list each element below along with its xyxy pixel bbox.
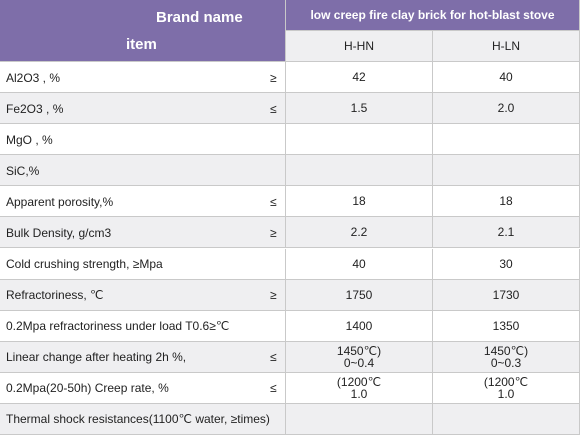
value-cell: (1200℃ 1.0 xyxy=(433,372,580,404)
value-line: 42 xyxy=(352,70,366,85)
value-cell xyxy=(286,124,433,156)
item-cell: Refractoriness, ℃ ≥ xyxy=(0,279,286,311)
value-line: 18 xyxy=(352,194,366,209)
value-cell: 1450℃) 0~0.4 xyxy=(286,341,433,373)
value-line: 1450℃) xyxy=(483,343,529,358)
item-label: Al2O3 , % xyxy=(6,70,61,85)
value-cell: 42 xyxy=(286,62,433,94)
value-line: 2.2 xyxy=(350,225,368,240)
value-line: 0~0.3 xyxy=(490,355,522,370)
item-symbol: ≤ xyxy=(270,194,277,209)
item-label: Bulk Density, g/cm3 xyxy=(6,225,112,240)
item-symbol: ≤ xyxy=(270,381,277,396)
value-line: 18 xyxy=(499,194,513,209)
value-line: 1.0 xyxy=(497,386,515,401)
value-cell: 40 xyxy=(286,248,433,280)
item-cell: Linear change after heating 2h %, ≤ xyxy=(0,341,286,373)
value-cell: 1400 xyxy=(286,310,433,342)
item-cell: 0.2Mpa(20-50h) Creep rate, % ≤ xyxy=(0,372,286,404)
value-cell xyxy=(433,124,580,156)
column-label: H-LN xyxy=(491,39,520,53)
value-line: (1200℃ xyxy=(336,374,382,389)
value-cell: 2.1 xyxy=(433,217,580,249)
item-cell: MgO , % xyxy=(0,124,286,156)
item-cell: Thermal shock resistances(1100℃ water, ≥… xyxy=(0,403,286,435)
value-cell: 40 xyxy=(433,62,580,94)
header-item-cell: Brand name item xyxy=(0,0,286,62)
value-cell xyxy=(286,155,433,187)
item-label: 0.2Mpa refractoriness under load T0.6≥℃ xyxy=(6,319,230,334)
value-cell: 1350 xyxy=(433,310,580,342)
value-cell: 1450℃) 0~0.3 xyxy=(433,341,580,373)
item-symbol: ≥ xyxy=(270,70,277,85)
item-label: item xyxy=(126,36,157,53)
value-cell: 1750 xyxy=(286,279,433,311)
value-line: 30 xyxy=(499,256,513,271)
item-label: Refractoriness, ℃ xyxy=(6,288,104,303)
value-line: 1730 xyxy=(492,287,520,302)
value-cell: (1200℃ 1.0 xyxy=(286,372,433,404)
item-cell: Al2O3 , % ≥ xyxy=(0,62,286,94)
item-label: Cold crushing strength, ≥Mpa xyxy=(6,257,163,272)
value-cell: 2.0 xyxy=(433,93,580,125)
column-header: H-HN xyxy=(286,31,433,62)
value-cell: 18 xyxy=(433,186,580,218)
value-cell xyxy=(433,403,580,435)
item-cell: Apparent porosity,% ≤ xyxy=(0,186,286,218)
value-cell xyxy=(286,403,433,435)
value-line: 1400 xyxy=(345,318,373,333)
product-label: low creep fire clay brick for hot-blast … xyxy=(310,8,555,22)
value-cell: 1730 xyxy=(433,279,580,311)
value-cell: 1.5 xyxy=(286,93,433,125)
item-label: Thermal shock resistances(1100℃ water, ≥… xyxy=(6,412,270,427)
item-label: Apparent porosity,% xyxy=(6,194,114,209)
item-label: Fe2O3 , % xyxy=(6,101,64,116)
item-symbol: ≥ xyxy=(270,288,277,303)
item-label: MgO , % xyxy=(6,132,53,147)
item-cell: Fe2O3 , % ≤ xyxy=(0,93,286,125)
value-cell: 18 xyxy=(286,186,433,218)
item-cell: Cold crushing strength, ≥Mpa xyxy=(0,248,286,280)
item-cell: Bulk Density, g/cm3 ≥ xyxy=(0,217,286,249)
item-label: 0.2Mpa(20-50h) Creep rate, % xyxy=(6,381,169,396)
item-label: SiC,% xyxy=(6,163,40,178)
value-line: 40 xyxy=(499,70,513,85)
value-line: 2.1 xyxy=(497,225,515,240)
value-line: 40 xyxy=(352,256,366,271)
value-line: (1200℃ xyxy=(483,374,529,389)
item-symbol: ≥ xyxy=(270,225,277,240)
value-line: 0~0.4 xyxy=(343,355,375,370)
value-line: 1.0 xyxy=(350,386,368,401)
item-cell: 0.2Mpa refractoriness under load T0.6≥℃ xyxy=(0,310,286,342)
value-cell xyxy=(433,155,580,187)
column-label: H-HN xyxy=(344,39,374,53)
item-symbol: ≤ xyxy=(270,350,277,365)
column-header: H-LN xyxy=(433,31,580,62)
value-line: 1750 xyxy=(345,287,373,302)
item-cell: SiC,% xyxy=(0,155,286,187)
value-cell: 2.2 xyxy=(286,217,433,249)
value-line: 2.0 xyxy=(497,101,515,116)
value-line: 1.5 xyxy=(350,101,368,116)
value-cell: 30 xyxy=(433,248,580,280)
product-header: low creep fire clay brick for hot-blast … xyxy=(286,0,580,31)
brand-name-label: Brand name xyxy=(156,9,243,26)
item-symbol: ≤ xyxy=(270,101,277,116)
value-line: 1450℃) xyxy=(336,343,382,358)
value-line: 1350 xyxy=(492,318,520,333)
item-label: Linear change after heating 2h %, xyxy=(6,350,187,365)
